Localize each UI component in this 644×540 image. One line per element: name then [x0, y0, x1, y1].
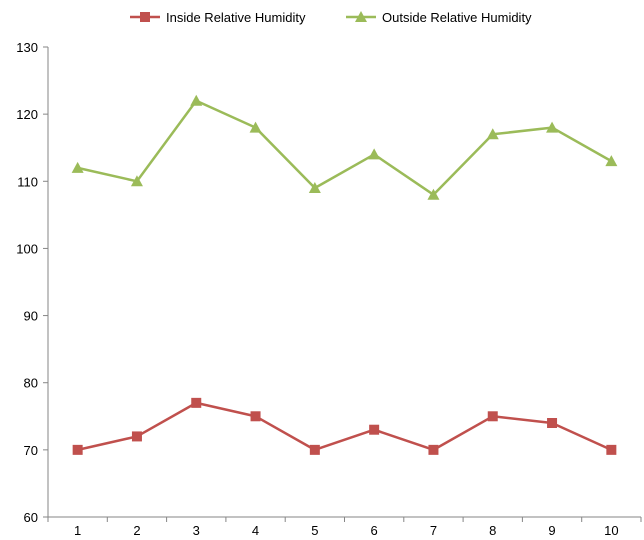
y-tick-label: 60 [24, 510, 38, 525]
data-point-marker [71, 161, 84, 173]
x-tick-label: 3 [193, 523, 200, 538]
y-tick-label: 110 [17, 174, 38, 189]
data-point-marker [487, 411, 498, 422]
series-line [77, 99, 612, 196]
x-tick-label: 4 [252, 523, 259, 538]
axes: 60 70 80 90 100 110 120 130 1 2 3 4 5 6 7 8 9 10 [16, 40, 642, 538]
series-inside [72, 397, 617, 455]
data-point-marker [428, 444, 439, 455]
data-point-marker [547, 418, 558, 428]
y-tick-label: 90 [24, 309, 38, 324]
y-tick-label: 120 [16, 107, 38, 122]
data-point-marker [486, 128, 499, 140]
data-point-marker [190, 94, 203, 106]
legend: Inside Relative Humidity Outside Relative… [130, 10, 532, 25]
data-point-marker [130, 175, 143, 187]
x-tick-label: 8 [489, 523, 496, 538]
y-tick-label: 80 [24, 376, 38, 391]
legend-marker [355, 11, 367, 22]
data-point-marker [249, 121, 262, 133]
y-tick-label: 100 [16, 241, 38, 256]
x-tick-label: 1 [74, 523, 81, 538]
data-point-marker [605, 155, 618, 167]
data-point-marker [427, 188, 440, 200]
x-tick-label: 9 [548, 523, 555, 538]
x-tick-label: 6 [371, 523, 378, 538]
legend-label: Inside Relative Humidity [166, 10, 306, 25]
data-point-marker [250, 411, 261, 422]
x-tick-label: 2 [133, 523, 140, 538]
legend-marker [140, 12, 150, 22]
data-point-marker [369, 424, 380, 435]
y-tick-label: 70 [24, 443, 38, 458]
x-tick-label: 10 [604, 523, 618, 538]
data-point-marker [308, 182, 321, 193]
legend-item: Inside Relative Humidity [130, 10, 306, 25]
series-line [77, 401, 612, 452]
y-tick-label: 130 [16, 40, 38, 55]
x-tick-label: 5 [311, 523, 318, 538]
series-outside [71, 94, 618, 200]
data-point-marker [606, 444, 617, 455]
data-point-marker [546, 121, 559, 133]
data-point-marker [368, 148, 381, 160]
x-tick-label: 7 [430, 523, 437, 538]
legend-item: Outside Relative Humidity [346, 10, 532, 25]
data-point-marker [131, 431, 142, 442]
data-point-marker [191, 397, 202, 408]
data-point-marker [72, 444, 83, 455]
legend-label: Outside Relative Humidity [382, 10, 532, 25]
data-point-marker [309, 444, 320, 455]
series-layer [71, 94, 618, 455]
